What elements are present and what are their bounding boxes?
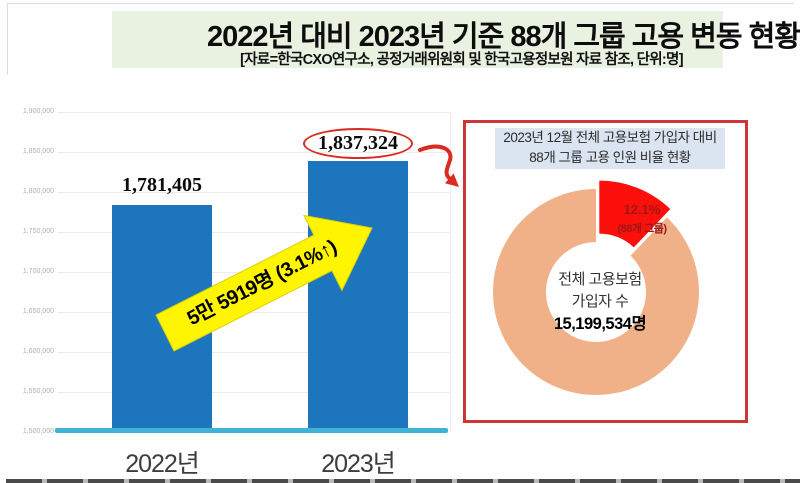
donut-slice-group-label: (88개 그룹) (617, 223, 667, 235)
panel-title: 2023년 12월 전체 고용보험 가입자 대비 88개 그룹 고용 인원 비율… (495, 128, 725, 169)
y-tick-label: 1,900,000 (22, 108, 54, 115)
gridline (58, 112, 450, 113)
donut-slice-pct-label: 12.1% (623, 202, 661, 217)
plot-right-border (450, 112, 451, 430)
x-axis-line (55, 428, 448, 433)
panel-title-line2: 88개 그룹 고용 인원 비율 현황 (529, 150, 691, 165)
window-edge-left (7, 3, 8, 75)
y-tick-label: 1,850,000 (22, 148, 54, 155)
gridline (58, 352, 450, 353)
donut-chart (492, 180, 699, 395)
bar-column-2022: 1,781,405 (112, 54, 212, 429)
y-tick-label: 1,500,000 (22, 428, 54, 435)
comparison-panel: 2023년 12월 전체 고용보험 가입자 대비 88개 그룹 고용 인원 비율… (463, 120, 748, 423)
window-edge-top (7, 3, 794, 4)
bar-2023 (308, 161, 408, 429)
gridline (58, 192, 450, 193)
y-tick-label: 1,550,000 (22, 388, 54, 395)
y-tick-label: 1,650,000 (22, 308, 54, 315)
title-banner: 2022년 대비 2023년 기준 88개 그룹 고용 변동 현황 [자료=한국… (112, 11, 800, 68)
progress-strip (6, 479, 800, 483)
x-label-2023: 2023년 (321, 450, 396, 478)
bar-value-2022: 1,781,405 (122, 174, 202, 196)
donut-slice-rest (492, 188, 699, 395)
donut-center-line1: 전체 고용보험 (558, 271, 642, 288)
y-tick-label: 1,600,000 (22, 348, 54, 355)
gridline (58, 152, 450, 153)
x-label-2022: 2022년 (125, 450, 200, 478)
y-tick-label: 1,800,000 (22, 188, 54, 195)
bar-value-2023-ellipse-highlight: 1,837,324 (303, 128, 413, 159)
donut-center-line2: 가입자 수 (571, 293, 629, 310)
donut-center-label: 전체 고용보험 가입자 수 15,199,534명 (510, 269, 690, 335)
page-subtitle: [자료=한국CXO연구소, 공정거래위원회 및 한국고용정보원 자료 참조, 단… (240, 52, 683, 68)
donut-center-value: 15,199,534명 (553, 315, 647, 333)
y-tick-label: 1,750,000 (22, 228, 54, 235)
page-title: 2022년 대비 2023년 기준 88개 그룹 고용 변동 현황 (207, 21, 800, 53)
panel-title-line1: 2023년 12월 전체 고용보험 가입자 대비 (503, 130, 717, 145)
donut-slice-group (599, 180, 671, 248)
y-tick-label: 1,700,000 (22, 268, 54, 275)
gridline (58, 392, 450, 393)
